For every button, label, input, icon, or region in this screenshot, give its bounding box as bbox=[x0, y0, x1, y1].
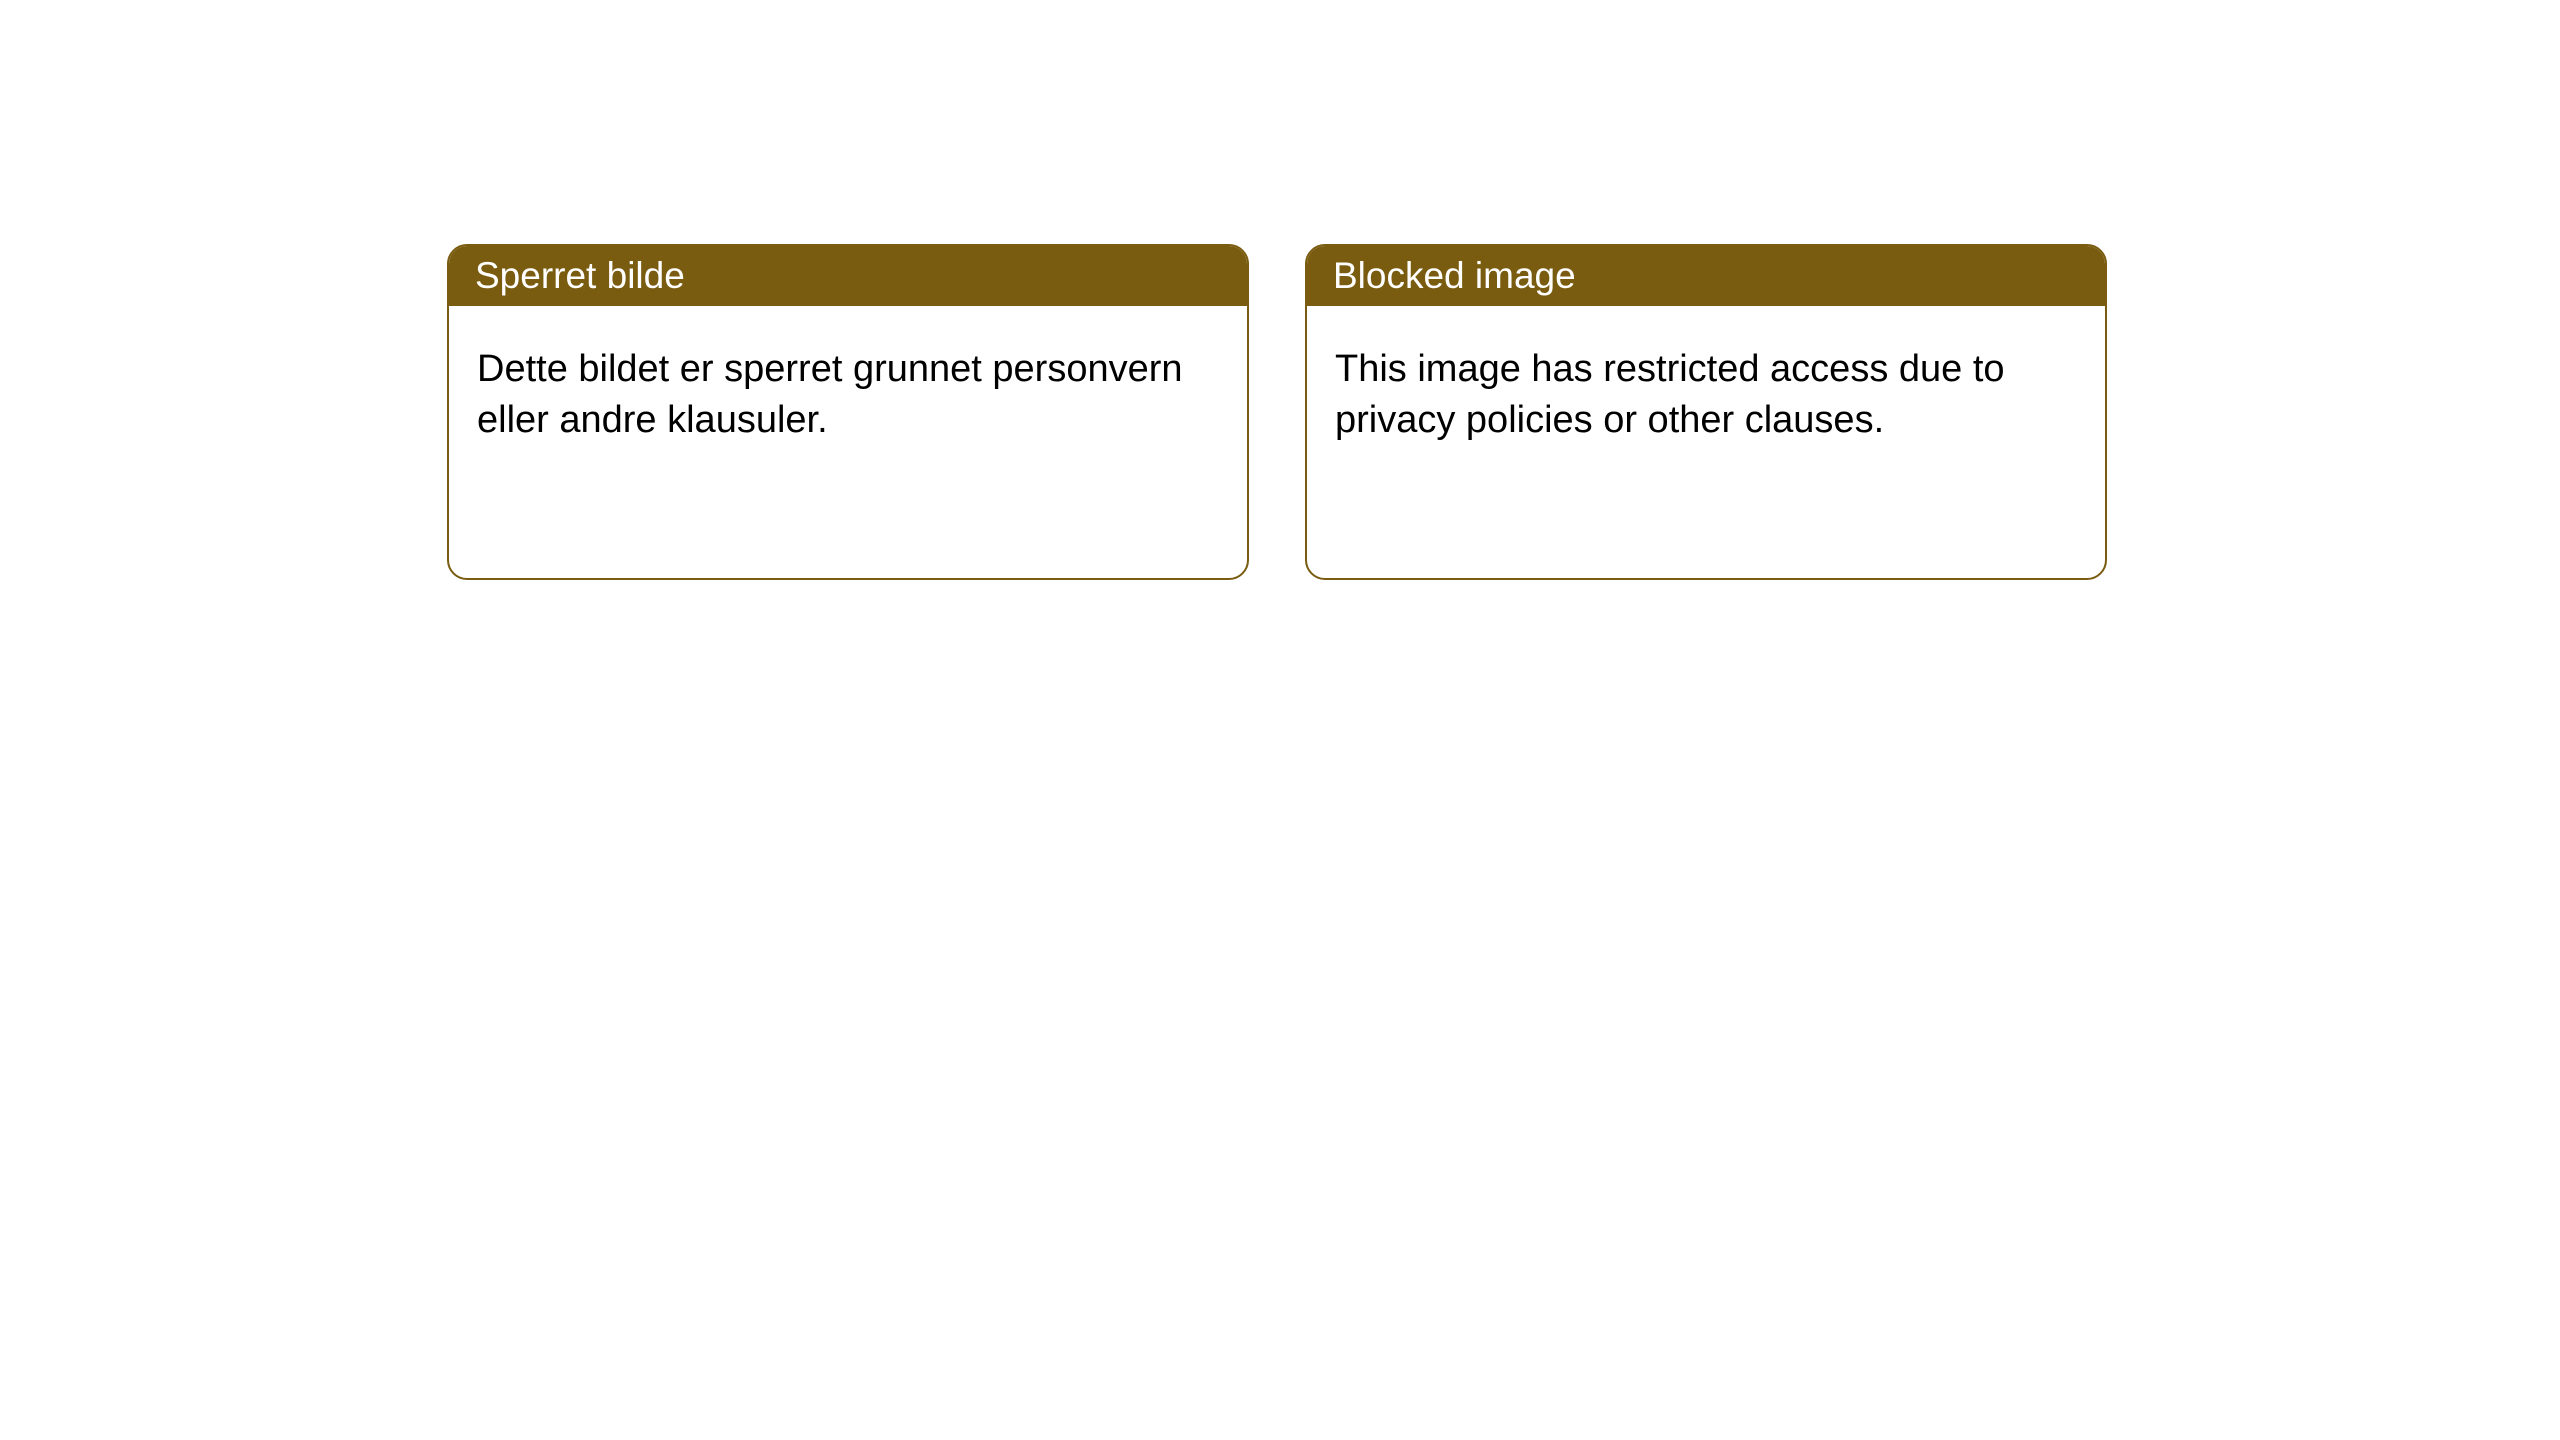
blocked-image-card-english: Blocked image This image has restricted … bbox=[1305, 244, 2107, 580]
card-title-english: Blocked image bbox=[1333, 255, 1576, 297]
card-title-norwegian: Sperret bilde bbox=[475, 255, 685, 297]
blocked-image-card-norwegian: Sperret bilde Dette bildet er sperret gr… bbox=[447, 244, 1249, 580]
card-text-norwegian: Dette bildet er sperret grunnet personve… bbox=[477, 348, 1183, 441]
card-body-norwegian: Dette bildet er sperret grunnet personve… bbox=[449, 306, 1247, 485]
card-header-english: Blocked image bbox=[1307, 246, 2105, 306]
card-text-english: This image has restricted access due to … bbox=[1335, 348, 2005, 441]
card-body-english: This image has restricted access due to … bbox=[1307, 306, 2105, 485]
card-header-norwegian: Sperret bilde bbox=[449, 246, 1247, 306]
notice-cards-container: Sperret bilde Dette bildet er sperret gr… bbox=[0, 0, 2560, 580]
